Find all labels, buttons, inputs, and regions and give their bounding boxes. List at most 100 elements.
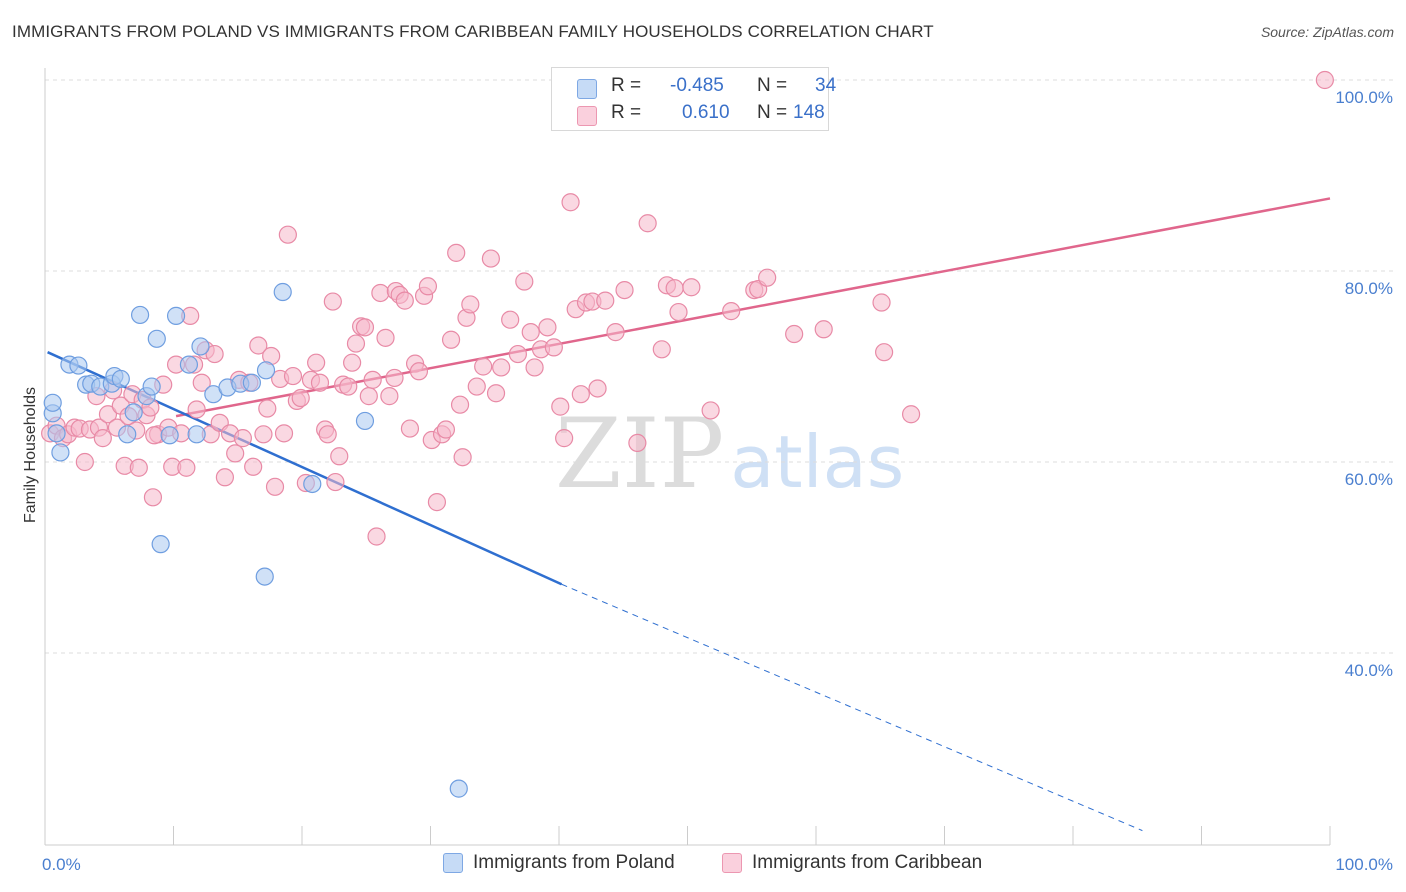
caribbean-point xyxy=(1315,70,1334,90)
caribbean-point xyxy=(450,395,470,414)
poland-point xyxy=(43,393,62,412)
poland-point xyxy=(69,356,88,375)
caribbean-point xyxy=(875,343,894,362)
caribbean-point xyxy=(98,405,118,424)
poland-point xyxy=(160,426,179,445)
poland-point xyxy=(242,373,261,392)
correlation-legend: R = -0.485 N = 34 R = 0.610 N = 148 xyxy=(551,67,836,131)
caribbean-point xyxy=(461,295,480,314)
legend-label-caribbean: Immigrants from Caribbean xyxy=(752,852,983,873)
caribbean-point xyxy=(274,424,294,443)
caribbean-point xyxy=(291,388,310,408)
caribbean-point xyxy=(615,281,634,300)
caribbean-swatch xyxy=(577,106,597,126)
caribbean-point xyxy=(722,302,741,321)
grid-lines xyxy=(45,79,1395,654)
caribbean-point xyxy=(901,405,921,424)
x-tick-label: 0.0% xyxy=(42,855,81,874)
legend-swatch-poland xyxy=(443,853,463,873)
caribbean-point xyxy=(665,279,684,298)
poland-point xyxy=(303,474,322,494)
caribbean-point xyxy=(467,377,486,396)
caribbean-point xyxy=(339,377,358,396)
legend-label-poland: Immigrants from Poland xyxy=(473,852,675,873)
poland-r-label: R = xyxy=(611,75,642,96)
poland-point xyxy=(255,567,274,586)
poland-point xyxy=(151,535,170,554)
caribbean-point xyxy=(355,318,375,337)
tick-labels: 40.0% 60.0% 80.0% 100.0% 0.0% 100.0% xyxy=(42,88,1393,874)
caribbean-point xyxy=(638,214,657,233)
y-tick-label: 60.0% xyxy=(1345,470,1393,489)
caribbean-point xyxy=(343,353,362,372)
poland-r-value: -0.485 xyxy=(670,75,724,96)
caribbean-point xyxy=(669,302,688,322)
poland-point xyxy=(256,361,276,380)
y-tick-label: 100.0% xyxy=(1335,88,1393,107)
caribbean-point xyxy=(177,458,196,477)
y-axis-label: Family Households xyxy=(22,387,39,523)
caribbean-point xyxy=(376,328,395,347)
caribbean-point xyxy=(441,330,461,349)
caribbean-point xyxy=(215,468,234,487)
poland-point xyxy=(273,282,292,302)
caribbean-point xyxy=(395,291,414,310)
caribbean-point xyxy=(283,366,303,386)
caribbean-point xyxy=(481,249,500,268)
caribbean-point xyxy=(561,193,580,212)
poland-point xyxy=(51,443,70,462)
caribbean-point xyxy=(544,338,563,357)
caribbean-point xyxy=(814,320,833,339)
caribbean-point xyxy=(872,293,891,312)
caribbean-point xyxy=(409,362,429,381)
caribbean-point xyxy=(427,493,447,512)
caribbean-point xyxy=(249,336,268,355)
poland-point xyxy=(179,355,199,374)
caribbean-point xyxy=(187,400,206,419)
caribbean-point xyxy=(447,243,466,262)
caribbean-point xyxy=(525,358,544,377)
caribbean-point xyxy=(652,340,671,359)
caribbean-point xyxy=(588,379,607,398)
caribbean-point xyxy=(310,373,330,392)
caribbean-point xyxy=(330,447,349,466)
caribbean-point xyxy=(145,426,164,445)
caribbean-point xyxy=(323,292,342,311)
caribbean-point xyxy=(628,433,647,452)
caribbean-point xyxy=(226,444,245,463)
caribbean-point xyxy=(400,419,420,438)
caribbean-point xyxy=(129,458,148,477)
caribbean-point xyxy=(474,357,493,376)
caribbean-point xyxy=(380,387,399,406)
poland-point xyxy=(142,377,161,396)
poland-point xyxy=(147,329,166,348)
caribbean-point xyxy=(521,323,540,342)
poland-point xyxy=(187,425,206,444)
caribbean-point xyxy=(486,384,506,403)
caribbean-r-value: 0.610 xyxy=(682,102,730,123)
caribbean-n-value: 148 xyxy=(793,102,825,123)
caribbean-point xyxy=(701,401,720,420)
data-points xyxy=(41,70,1334,798)
caribbean-point xyxy=(367,527,386,546)
caribbean-point xyxy=(307,353,326,372)
caribbean-point xyxy=(453,448,472,467)
caribbean-r-label: R = xyxy=(611,102,642,123)
caribbean-point xyxy=(515,272,534,291)
caribbean-point xyxy=(596,291,615,310)
poland-trend-extension xyxy=(561,583,1143,832)
y-tick-label: 40.0% xyxy=(1345,661,1393,680)
caribbean-point xyxy=(508,344,527,364)
caribbean-point xyxy=(278,225,297,244)
caribbean-point xyxy=(265,477,285,496)
caribbean-point xyxy=(258,399,277,418)
poland-point xyxy=(449,779,468,798)
legend-swatch-caribbean xyxy=(722,853,742,873)
caribbean-point xyxy=(551,397,570,416)
poland-point xyxy=(191,337,210,356)
poland-point xyxy=(111,369,130,389)
caribbean-point xyxy=(93,429,112,448)
caribbean-point xyxy=(758,268,777,287)
caribbean-point xyxy=(254,425,273,444)
